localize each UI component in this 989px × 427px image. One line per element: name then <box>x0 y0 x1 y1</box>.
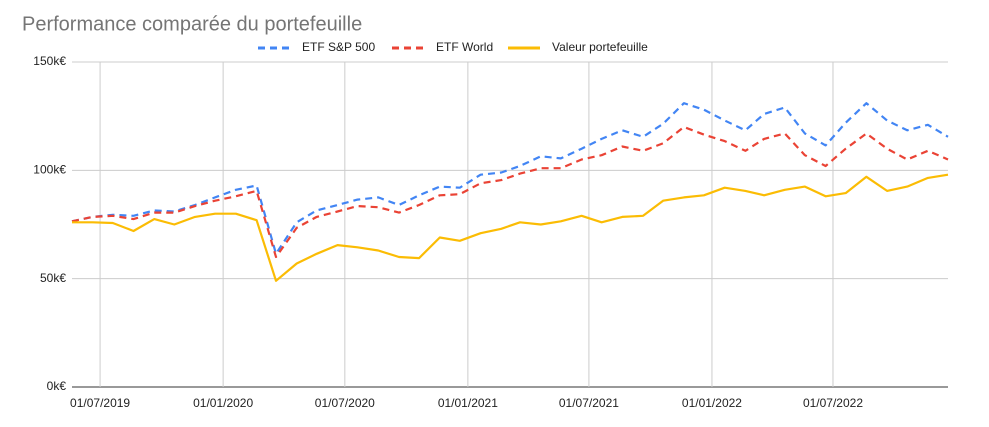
x-tick-label: 01/07/2022 <box>803 396 863 410</box>
x-tick-label: 01/01/2020 <box>193 396 253 410</box>
chart-title: Performance comparée du portefeuille <box>22 13 362 35</box>
x-tick-label: 01/07/2019 <box>70 396 130 410</box>
y-tick-label: 100k€ <box>33 163 66 177</box>
x-tick-label: 01/07/2021 <box>559 396 619 410</box>
series-line <box>71 125 949 259</box>
legend-label: ETF S&P 500 <box>302 40 375 54</box>
series-line <box>71 102 949 255</box>
y-tick-label: 150k€ <box>33 54 66 68</box>
x-tick-label: 01/01/2021 <box>438 396 498 410</box>
x-tick-label: 01/07/2020 <box>315 396 375 410</box>
legend-label: ETF World <box>436 40 493 54</box>
series-line <box>72 173 949 282</box>
legend-label: Valeur portefeuille <box>552 40 648 54</box>
y-tick-label: 0k€ <box>47 379 67 393</box>
x-tick-label: 01/01/2022 <box>682 396 742 410</box>
y-tick-label: 50k€ <box>40 271 66 285</box>
